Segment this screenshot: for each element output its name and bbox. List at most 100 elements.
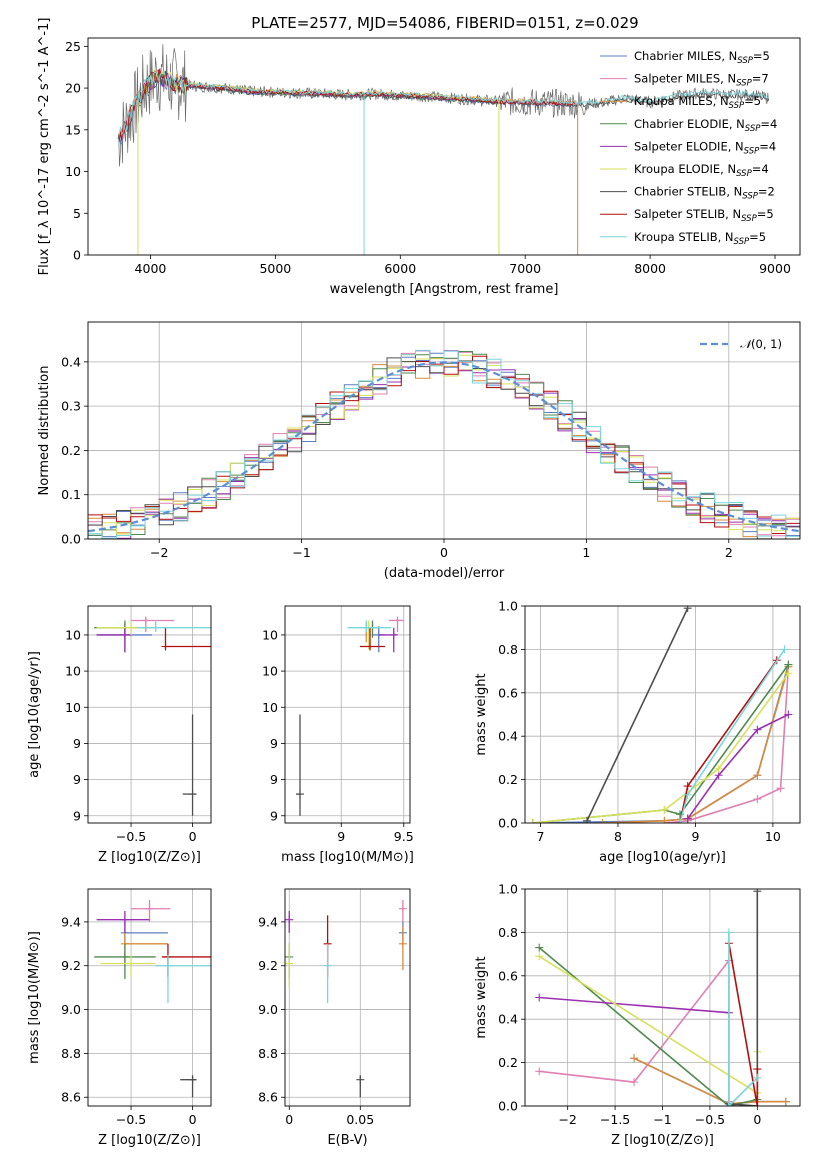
y-axis-label: age [log10(age/yr)] xyxy=(27,651,42,778)
weight-marker-salpeter_miles xyxy=(753,795,762,804)
x-tick-label: 0 xyxy=(753,1112,761,1127)
histogram-step-salpeter_stelib xyxy=(88,355,800,534)
weight-marker-salpeter_stelib xyxy=(683,782,692,791)
point-marker-salpeter_elodie xyxy=(389,630,398,639)
y-axis-label: mass [log10(M/M⊙)] xyxy=(27,931,42,1064)
legend-label-kroupa_stelib: Kroupa STELIB, NSSP=5 xyxy=(634,230,766,247)
point-marker-salpeter_elodie xyxy=(285,915,294,924)
weight-line-chabrier_miles xyxy=(532,664,790,823)
x-axis-label: wavelength [Angstrom, rest frame] xyxy=(330,282,559,297)
weight-marker-kroupa_miles xyxy=(660,816,669,823)
y-tick-label: 0.2 xyxy=(61,443,81,458)
x-axis-label: E(B-V) xyxy=(327,1133,367,1148)
point-marker-kroupa_stelib xyxy=(151,623,160,632)
y-tick-label: 10 xyxy=(262,700,278,715)
legend-label-salpeter_stelib: Salpeter STELIB, NSSP=5 xyxy=(634,207,774,224)
axes-frame xyxy=(87,605,212,824)
x-tick-label: 4000 xyxy=(135,261,167,276)
y-tick-label: 8.8 xyxy=(61,1046,81,1061)
y-tick-label: 0.4 xyxy=(498,1012,518,1027)
weight-line-salpeter_elodie xyxy=(539,996,729,1014)
x-axis-label: Z [log10(Z/Z⊙)] xyxy=(98,850,201,865)
y-tick-label: 0.0 xyxy=(498,816,518,831)
weight-marker-kroupa_elodie xyxy=(784,669,793,678)
model-line-salpeter_miles xyxy=(118,67,576,143)
y-tick-label: 0.4 xyxy=(498,729,518,744)
point-marker-kroupa_stelib xyxy=(323,961,332,970)
normal-curve xyxy=(88,361,800,533)
axes-frame xyxy=(87,321,801,540)
age_vs_mass-axes: 9 9.5 9 9 9 10 10 10 mass [log10(M/M⊙)] xyxy=(262,605,414,865)
y-tick-label: 9 xyxy=(73,808,81,823)
histogram-bars xyxy=(88,349,800,539)
mass_vs_EBV-points xyxy=(285,899,407,1098)
x-tick-label: 10 xyxy=(765,829,781,844)
point-marker-kroupa_stelib xyxy=(362,623,371,632)
weight_vs_age-lines xyxy=(528,606,793,823)
mass_vs_EBV-axes: 0 0.05 8.6 8.8 9.0 9.2 9.4 E(B-V) xyxy=(258,888,411,1148)
y-tick-label: 8.8 xyxy=(258,1046,278,1061)
x-axis-label: (data-model)/error xyxy=(384,566,505,581)
x-tick-label: 9000 xyxy=(759,261,791,276)
y-tick-label: 9 xyxy=(73,736,81,751)
point-marker-kroupa_elodie xyxy=(127,959,136,968)
axes-frame xyxy=(284,605,411,824)
y-tick-label: 15 xyxy=(65,122,81,137)
weight-line-kroupa_elodie xyxy=(532,672,790,823)
point-marker-chabrier_stelib xyxy=(188,790,197,799)
x-tick-label: 0 xyxy=(440,545,448,560)
legend-normal-label: 𝒩(0, 1) xyxy=(740,337,782,351)
y-tick-label: 9.4 xyxy=(258,914,278,929)
x-tick-label: 9 xyxy=(337,829,345,844)
weight-marker-salpeter_miles xyxy=(630,1078,639,1087)
x-tick-label: 0 xyxy=(285,1112,293,1127)
weight-marker-salpeter_stelib xyxy=(753,1065,762,1074)
weight-line-chabrier_stelib xyxy=(586,607,689,822)
point-marker-salpeter_miles xyxy=(141,616,150,625)
legend-label-chabrier_elodie: Chabrier ELODIE, NSSP=4 xyxy=(634,117,777,134)
age_vs_mass-points xyxy=(296,616,404,816)
spectrum-axes: 4000 5000 6000 7000 8000 9000 0 5 10 15 20 25 wavele… xyxy=(37,18,801,297)
weight-line-chabrier_elodie xyxy=(532,664,790,823)
y-tick-label: 0.8 xyxy=(498,642,518,657)
point-marker-salpeter_stelib xyxy=(161,642,170,651)
y-tick-label: 9 xyxy=(270,772,278,787)
weight-line-chabrier_stelib xyxy=(728,891,759,1106)
y-tick-label: 9.0 xyxy=(61,1002,81,1017)
y-tick-label: 25 xyxy=(65,39,81,54)
x-tick-label: −1 xyxy=(653,1112,671,1127)
y-tick-label: 0.2 xyxy=(498,772,518,787)
legend-label-salpeter_elodie: Salpeter ELODIE, NSSP=4 xyxy=(634,139,776,156)
point-marker-kroupa_elodie xyxy=(285,959,294,968)
x-tick-label: −0.5 xyxy=(116,1112,146,1127)
weight-line-kroupa_elodie xyxy=(538,955,759,1095)
point-marker-salpeter_stelib xyxy=(366,642,374,651)
y-tick-label: 10 xyxy=(262,627,278,642)
weight-marker-kroupa_stelib xyxy=(724,928,733,937)
weight_vs_age-axes: 7 8 9 10 0.0 0.2 0.4 0.6 0.8 1.0 age [log10(age/yr… xyxy=(474,599,801,865)
weight-marker-chabrier_stelib xyxy=(683,606,692,613)
weight-line-kroupa_stelib xyxy=(728,932,758,1106)
weight-marker-chabrier_elodie xyxy=(535,943,544,952)
x-tick-label: −0.5 xyxy=(116,829,146,844)
axes-frame xyxy=(87,888,212,1107)
y-tick-label: 10 xyxy=(65,627,81,642)
weight-marker-kroupa_elodie xyxy=(714,764,723,773)
x-tick-label: 1 xyxy=(582,545,590,560)
x-axis-label: Z [log10(Z/Z⊙)] xyxy=(611,1133,714,1148)
legend-label-chabrier_stelib: Chabrier STELIB, NSSP=2 xyxy=(634,185,775,202)
x-tick-label: −1 xyxy=(292,545,310,560)
y-tick-label: 8.6 xyxy=(258,1090,278,1105)
model-line-chabrier_stelib xyxy=(118,69,770,140)
weight-marker-kroupa_miles xyxy=(781,1097,790,1106)
x-tick-label: 7 xyxy=(537,829,545,844)
legend-label-salpeter_miles: Salpeter MILES, NSSP=7 xyxy=(634,72,769,89)
y-tick-label: 0 xyxy=(73,248,81,263)
x-tick-label: −1.5 xyxy=(600,1112,630,1127)
weight-marker-kroupa_stelib xyxy=(683,790,692,799)
x-tick-label: 9.5 xyxy=(394,829,414,844)
weight-marker-chabrier_elodie xyxy=(784,660,793,669)
spectrum-legend: Chabrier MILES, NSSP=5 Salpeter MILES, NS… xyxy=(600,49,777,247)
legend-label-chabrier_miles: Chabrier MILES, NSSP=5 xyxy=(634,49,770,66)
